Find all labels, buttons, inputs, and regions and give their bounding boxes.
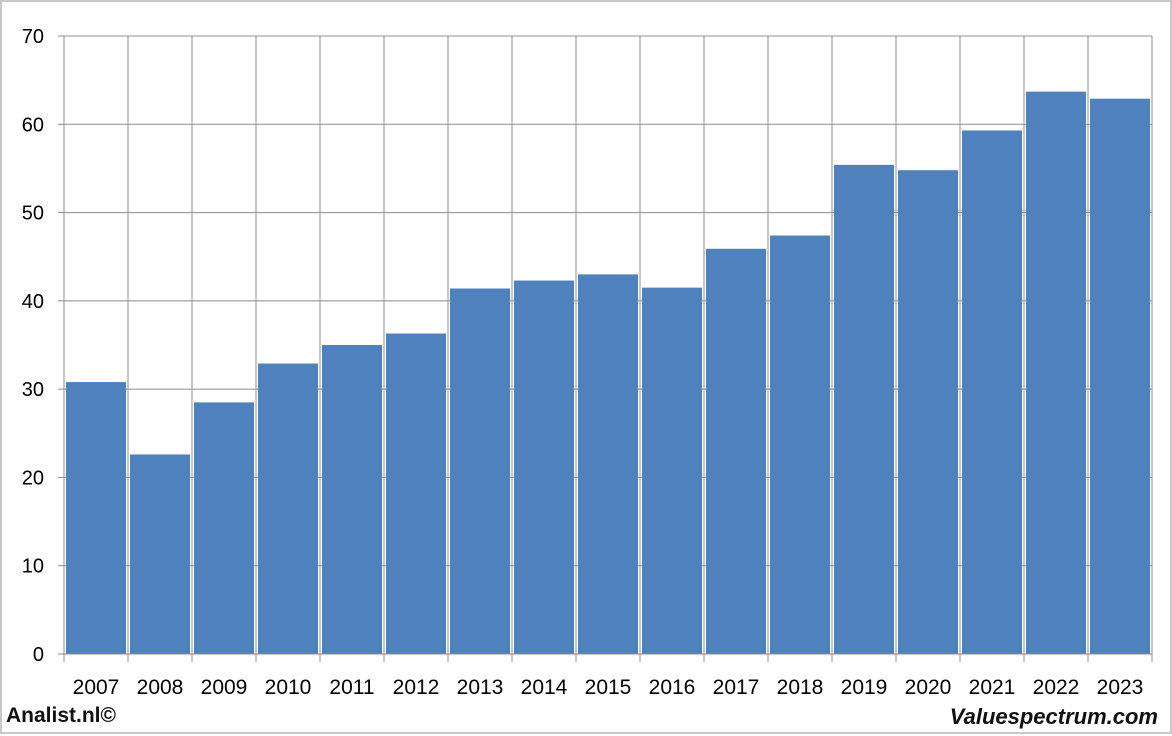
y-tick-label: 40	[22, 291, 44, 313]
bar-2020	[898, 170, 958, 655]
bar-2010	[258, 363, 318, 654]
bar-2012	[386, 333, 446, 654]
bar-2015	[578, 274, 638, 654]
x-tick-label: 2017	[713, 676, 760, 699]
y-tick-label: 50	[22, 203, 44, 225]
x-tick-label: 2013	[457, 676, 504, 699]
y-tick-label: 30	[22, 379, 44, 401]
bar-2008	[130, 454, 190, 654]
x-tick-label: 2016	[649, 676, 696, 699]
bar-2018	[770, 235, 830, 655]
x-tick-label: 2009	[201, 676, 248, 699]
y-tick-label: 10	[22, 556, 44, 578]
bar-2023	[1090, 98, 1150, 654]
bar-2019	[834, 164, 894, 654]
bar-2007	[66, 382, 126, 654]
bar-2022	[1026, 91, 1086, 655]
y-tick-label: 20	[22, 467, 44, 489]
bar-2017	[706, 248, 766, 655]
y-tick-label: 70	[22, 26, 44, 48]
x-tick-label: 2014	[521, 676, 568, 699]
bar-2016	[642, 287, 702, 654]
x-tick-label: 2008	[137, 676, 184, 699]
footer-right-watermark: Valuespectrum.com	[949, 704, 1158, 729]
bar-2013	[450, 288, 510, 654]
y-tick-label: 60	[22, 114, 44, 136]
x-tick-label: 2019	[841, 676, 888, 699]
bar-2009	[194, 402, 254, 654]
x-tick-label: 2012	[393, 676, 440, 699]
x-tick-label: 2018	[777, 676, 824, 699]
x-tick-label: 2015	[585, 676, 632, 699]
x-tick-label: 2021	[969, 676, 1016, 699]
y-tick-label: 0	[33, 644, 44, 666]
x-tick-label: 2010	[265, 676, 312, 699]
x-tick-label: 2023	[1097, 676, 1144, 699]
x-tick-label: 2011	[329, 676, 374, 699]
footer-left-watermark: Analist.nl©	[6, 704, 116, 727]
bar-2014	[514, 280, 574, 654]
x-tick-label: 2020	[905, 676, 952, 699]
x-tick-label: 2022	[1033, 676, 1080, 699]
x-tick-label: 2007	[73, 676, 120, 699]
bar-2021	[962, 130, 1022, 655]
bar-2011	[322, 345, 382, 654]
